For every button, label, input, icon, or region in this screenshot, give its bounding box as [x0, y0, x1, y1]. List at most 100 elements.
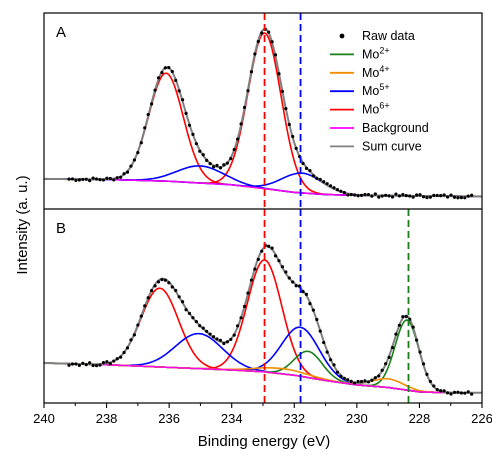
- raw-data-point: [325, 182, 329, 186]
- raw-data-point: [328, 184, 333, 188]
- raw-data-point: [356, 379, 360, 384]
- raw-data-point: [404, 315, 408, 319]
- raw-data-point: [211, 335, 216, 339]
- raw-data-point: [322, 340, 326, 345]
- raw-data-point: [119, 355, 123, 359]
- raw-data-point: [401, 315, 405, 319]
- raw-data-point: [122, 350, 126, 355]
- component-curve-mo6plus: [44, 32, 482, 198]
- x-tick-label: 236: [158, 411, 180, 426]
- raw-data-point: [425, 372, 429, 376]
- plot-frame: [43, 12, 483, 404]
- raw-data-point: [84, 363, 88, 367]
- x-tick-label: 230: [346, 411, 368, 426]
- sum-curve: [44, 27, 482, 198]
- x-tick-label: 232: [283, 411, 305, 426]
- raw-data-point: [425, 195, 429, 200]
- raw-data-point: [160, 70, 164, 75]
- raw-data-point: [88, 179, 92, 183]
- raw-data-point: [445, 195, 450, 199]
- raw-data-point: [267, 244, 271, 248]
- legend-label: Raw data: [362, 29, 415, 43]
- raw-data-point: [143, 304, 147, 308]
- raw-data-point: [304, 292, 309, 296]
- raw-data-point: [125, 346, 130, 350]
- x-tick-label: 226: [471, 411, 492, 426]
- raw-data-point: [205, 329, 209, 333]
- raw-data-point: [119, 175, 123, 179]
- raw-data-point: [163, 278, 167, 282]
- raw-data-point: [380, 194, 384, 198]
- raw-data-point: [408, 194, 412, 198]
- raw-data-point: [74, 178, 78, 183]
- raw-data-point: [163, 66, 167, 70]
- raw-data-point: [332, 186, 336, 190]
- raw-data-point: [225, 340, 229, 344]
- raw-data-point: [304, 166, 309, 170]
- raw-data-point: [418, 193, 422, 197]
- raw-data-point: [390, 346, 395, 350]
- raw-data-point: [98, 178, 102, 182]
- legend-label: Mo5+: [362, 82, 390, 98]
- raw-data-point: [67, 363, 71, 367]
- raw-data-point: [432, 384, 436, 388]
- raw-data-point: [411, 195, 415, 199]
- raw-data-point: [384, 362, 388, 366]
- raw-data-point: [88, 361, 92, 365]
- legend-entry: Raw data: [339, 29, 415, 43]
- raw-data-point: [167, 281, 171, 285]
- raw-data-point: [311, 174, 315, 178]
- x-tick-label: 238: [96, 411, 118, 426]
- legend-marker: [339, 33, 345, 39]
- raw-data-point: [432, 193, 436, 198]
- component-curve-mo2plus: [44, 319, 482, 394]
- raw-data-point: [167, 66, 171, 70]
- component-curve-mo5plus: [44, 172, 482, 198]
- panel-label-b: B: [56, 220, 66, 237]
- raw-data-point: [418, 350, 422, 354]
- raw-data-point: [277, 259, 281, 263]
- raw-data-point: [435, 193, 439, 198]
- raw-data-point: [146, 112, 150, 117]
- raw-data-point: [222, 163, 226, 167]
- component-curve-mo6plus: [44, 259, 482, 394]
- raw-data-point: [411, 325, 415, 329]
- raw-data-point: [456, 390, 460, 394]
- raw-data-point: [349, 193, 353, 197]
- raw-data-point: [366, 192, 371, 197]
- raw-data-point: [404, 193, 408, 198]
- raw-data-point: [401, 193, 405, 197]
- raw-data-point: [105, 360, 109, 364]
- raw-data-point: [346, 378, 350, 382]
- raw-data-point: [150, 289, 154, 293]
- raw-data-point: [246, 89, 250, 93]
- raw-data-point: [456, 196, 460, 200]
- raw-data-point: [232, 333, 236, 337]
- raw-data-point: [301, 290, 305, 294]
- x-axis-title: Binding energy (eV): [198, 433, 331, 450]
- raw-data-point: [315, 176, 319, 180]
- raw-data-point: [415, 193, 419, 197]
- raw-data-point: [449, 392, 453, 396]
- raw-data-point: [449, 193, 453, 197]
- raw-data-point: [249, 278, 254, 282]
- raw-data-point: [177, 89, 181, 93]
- raw-data-point: [370, 194, 374, 198]
- raw-data-point: [156, 280, 161, 284]
- raw-data-point: [318, 177, 322, 182]
- raw-data-point: [246, 291, 250, 295]
- raw-data-point: [236, 137, 240, 141]
- legend-entry: Mo2+: [330, 45, 390, 61]
- raw-data-point: [308, 302, 312, 306]
- raw-data-point: [363, 379, 367, 383]
- raw-data-point: [84, 177, 88, 181]
- raw-data-point: [67, 177, 71, 181]
- raw-data-point: [442, 389, 446, 393]
- raw-data-point: [452, 195, 457, 199]
- raw-data-point: [132, 158, 137, 162]
- raw-data-point: [397, 194, 402, 198]
- raw-data-point: [277, 72, 281, 76]
- raw-data-point: [428, 195, 432, 199]
- raw-data-point: [370, 378, 374, 382]
